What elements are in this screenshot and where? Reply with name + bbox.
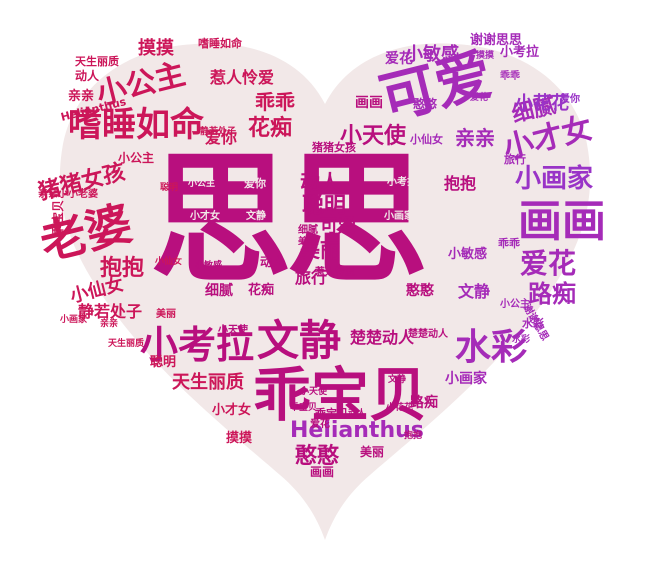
word-small-hanhan2: 憨憨 [413, 97, 438, 111]
word-small-keai2: 可爱 [424, 211, 444, 222]
word-small-wenjing: 文静 [458, 282, 491, 301]
word-shishuiruming: 嗜睡如命 [68, 105, 204, 145]
word-hanhan: 憨憨 [295, 444, 340, 469]
word-small-xiaohuahua2: 小花花 [386, 403, 414, 413]
word-small-shuicai: 水彩 [522, 317, 544, 330]
word-small-xiaokaola: 小考拉 [500, 45, 540, 60]
word-xiexiesisi: 谢谢思思 [470, 33, 523, 48]
word-small-meili3: 美丽 [298, 237, 317, 247]
word-small-guaibaobei3: 乖宝贝 [290, 403, 318, 413]
word-small-huahua2: 画画 [310, 465, 335, 479]
word-small-meili2: 美丽 [360, 445, 385, 459]
word-congming: 聪明 [302, 194, 347, 219]
word-xiaokaola: 小考拉 [140, 323, 255, 367]
word-luchi: 路痴 [528, 280, 576, 308]
word-small-guaibaobei: 乖宝贝 [51, 199, 66, 237]
word-xiaotianshi: 小天使 [340, 124, 407, 149]
word-small-xiaoxiannv2: 小仙女 [155, 257, 183, 267]
word-momo: 摸摸 [138, 38, 174, 59]
word-meili: 美丽 [300, 238, 340, 262]
word-small-wenjing3: 文静 [388, 375, 407, 385]
word-small-xiaohuajia3: 小画家 [60, 315, 88, 325]
word-small-xiaohuajia2: 小画家 [384, 211, 414, 222]
word-dongren: 动人 [300, 170, 340, 194]
word-tianshenglizhi: 天生丽质 [172, 372, 244, 393]
word-small-xiaotianshi2: 小天使 [300, 387, 328, 397]
word-small-baobao2: 抱抱 [404, 431, 423, 441]
word-small-aihua3: 爱花 [470, 93, 489, 103]
word-small-tianshenglizhi2: 天生丽质 [108, 339, 145, 349]
word-small-shuicai2: 水彩 [512, 335, 531, 345]
word-small-chuchudongren: 楚楚动人 [408, 329, 448, 340]
word-small-aihua2: 爱花 [310, 419, 330, 430]
word-huachi: 花痴 [248, 116, 293, 141]
word-small-xiaohuajia: 小画家 [445, 371, 487, 387]
word-small-baobao: 抱抱 [444, 174, 477, 193]
word-huahua: 画画 [518, 196, 606, 247]
word-qinqin: 亲亲 [455, 126, 495, 150]
word-lvxing: 旅行 [295, 268, 328, 287]
word-small-xiaokaola2: 小考拉 [387, 177, 417, 188]
word-small-xiaotianshi: 小天使 [218, 325, 248, 336]
word-small-aini: 爱你 [244, 177, 266, 190]
word-xiaohuahua: 小花花 [515, 93, 569, 114]
word-small-keai: 可爱 [320, 216, 356, 237]
word-small-xini2: 细腻 [298, 225, 318, 236]
word-small-hanhan: 憨憨 [406, 283, 434, 299]
word-small-xiaomingan2: 小敏感 [195, 261, 223, 271]
word-small-xiaoxiannv: 小仙女 [410, 133, 443, 146]
word-xiaohuajia: 小画家 [515, 164, 594, 194]
word-aini: 爱你 [205, 128, 238, 147]
word-small-huachi: 花痴 [248, 283, 275, 298]
word-small-guaibaobei2: 乖宝贝 [315, 407, 348, 420]
word-small-dongren3: 动人 [348, 409, 367, 419]
word-small-jingruochuzi: 静若处子 [200, 127, 237, 137]
word-small-dongren2: 动人 [260, 255, 285, 269]
word-small-congming2: 聪明 [160, 183, 179, 193]
word-small-lvxing: 旅行 [504, 153, 526, 166]
word-chuchudongren: 楚楚动人 [350, 328, 415, 347]
word-small-xiaogongzhu3: 小公主 [188, 179, 216, 189]
word-small-congming: 聪明 [150, 355, 177, 370]
word-small-tianshenglizhi: 天生丽质 [75, 55, 119, 68]
word-small-momo: 摸摸 [226, 431, 253, 446]
word-small-xiaomingan: 小敏感 [448, 247, 488, 262]
word-small-zhuzhunvhai: 猪猪女孩 [312, 141, 356, 154]
word-small-momo2: 摸摸 [476, 51, 495, 61]
word-small-qinqin: 亲亲 [68, 89, 95, 104]
word-small-qinqin2: 亲亲 [100, 319, 119, 329]
word-helianthus: Helianthus [290, 418, 424, 443]
word-shuicai: 水彩 [455, 327, 528, 368]
word-small-shishuiruming: 嗜睡如命 [198, 37, 242, 50]
word-small-luchi: 路痴 [410, 395, 438, 411]
word-rerenlianai: 惹人怜爱 [210, 68, 275, 87]
word-small-xiaocainv2: 小才女 [190, 211, 220, 222]
word-baobao: 抱抱 [100, 256, 145, 281]
word-small-qinqinxiaoxiaolaopo: 亲亲小小老婆 [38, 189, 98, 200]
word-small-dongren: 动人 [75, 69, 100, 83]
word-jingruochuzi: 静若处子 [78, 302, 143, 321]
word-small-guaiguai: 乖乖 [498, 237, 520, 250]
word-small-guaiguai2: 乖乖 [500, 71, 520, 82]
word-guaibaobei: 乖宝贝 [253, 361, 428, 429]
word-main-sisi: 思思 [150, 138, 428, 303]
word-small-xiaogongzhu: 小公主 [118, 151, 155, 165]
word-xiaomingan: 小敏感 [405, 44, 459, 65]
word-small-wenjing2: 文静 [246, 211, 266, 222]
word-wenjing: 文静 [257, 316, 342, 365]
word-small-xiaocainv: 小才女 [212, 403, 252, 418]
word-small-aihua: 爱花 [385, 51, 413, 67]
word-aihua: 爱花 [520, 247, 577, 280]
word-small-xini: 细腻 [205, 283, 233, 299]
word-small-xiaogongzhu2: 小公主 [500, 299, 530, 310]
word-small-rerenlianai: 惹人怜爱 [315, 267, 355, 278]
word-small-meili: 美丽 [156, 309, 176, 320]
word-small-aini2: 爱你 [560, 94, 580, 105]
word-small-huahua: 画画 [355, 95, 383, 111]
word-guaiguai: 乖乖 [255, 90, 295, 114]
